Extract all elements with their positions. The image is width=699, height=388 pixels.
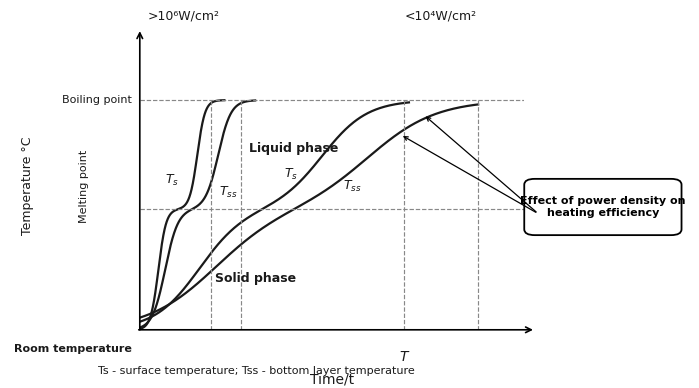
Text: Effect of power density on
heating efficiency: Effect of power density on heating effic…	[520, 196, 686, 218]
Text: Temperature °C: Temperature °C	[22, 137, 34, 236]
Text: Time/t: Time/t	[310, 373, 354, 387]
Text: $T_{ss}$: $T_{ss}$	[219, 185, 238, 200]
Text: $T_s$: $T_s$	[284, 167, 298, 182]
Text: <10⁴W/cm²: <10⁴W/cm²	[405, 10, 477, 23]
Text: >10⁶W/cm²: >10⁶W/cm²	[147, 10, 219, 23]
Text: Solid phase: Solid phase	[215, 272, 296, 285]
Text: Melting point: Melting point	[79, 150, 89, 223]
Text: $T_s$: $T_s$	[165, 173, 179, 188]
Text: $T$: $T$	[398, 350, 410, 364]
Text: Boiling point: Boiling point	[62, 95, 132, 105]
Text: Liquid phase: Liquid phase	[249, 142, 338, 156]
Text: Ts - surface temperature; Tss - bottom layer temperature: Ts - surface temperature; Tss - bottom l…	[98, 366, 415, 376]
Text: Room temperature: Room temperature	[14, 344, 132, 354]
Text: $T_{ss}$: $T_{ss}$	[343, 179, 361, 194]
